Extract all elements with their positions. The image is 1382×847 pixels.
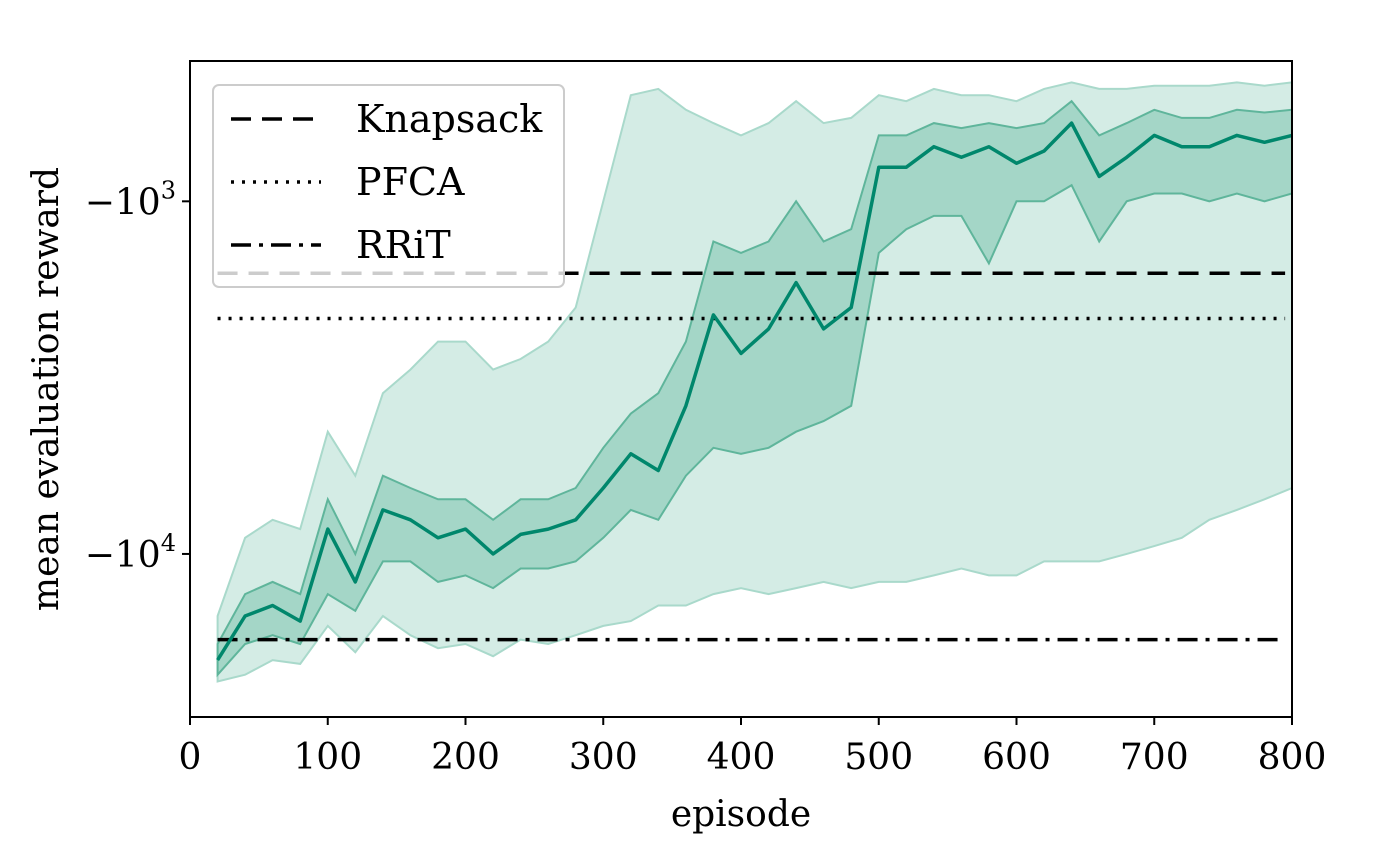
x-tick-label: 500 xyxy=(844,737,913,778)
lines-layer xyxy=(216,121,1292,662)
baselines-layer xyxy=(217,271,1286,642)
x-tick-label: 800 xyxy=(1258,737,1327,778)
mean-line-0 xyxy=(216,121,1292,662)
x-tick-label: 700 xyxy=(1120,737,1189,778)
x-axis-title: episode xyxy=(671,794,811,835)
y-tick-base: −10 xyxy=(85,535,161,576)
x-tick-label: 600 xyxy=(982,737,1051,778)
x-tick-label: 300 xyxy=(569,737,638,778)
inner-band-0 xyxy=(216,99,1292,678)
x-tick-label: 100 xyxy=(293,737,362,778)
x-axis: 0 100 200 300 400 500 600 700 800 xyxy=(179,717,1327,778)
x-tick-label: 200 xyxy=(431,737,500,778)
x-tick-label: 0 xyxy=(179,737,202,778)
y-tick-base: −10 xyxy=(85,182,161,223)
x-tick-label: 400 xyxy=(707,737,776,778)
y-tick-exponent: 3 xyxy=(161,176,176,204)
legend-label-pfca: PFCA xyxy=(356,160,465,204)
y-tick-exponent: 4 xyxy=(161,529,176,557)
plot-area xyxy=(216,81,1292,683)
y-axis: −103−104 xyxy=(85,176,190,576)
bands-layer xyxy=(216,81,1292,683)
legend-label-knapsack: Knapsack xyxy=(356,97,543,141)
y-axis-title: mean evaluation reward xyxy=(26,167,67,611)
y-tick-label: −104 xyxy=(85,529,176,576)
legend-box xyxy=(212,84,565,288)
legend: Knapsack PFCA RRiT xyxy=(212,84,565,288)
y-tick-label: −103 xyxy=(85,176,176,223)
legend-label-rrit: RRiT xyxy=(356,223,451,267)
